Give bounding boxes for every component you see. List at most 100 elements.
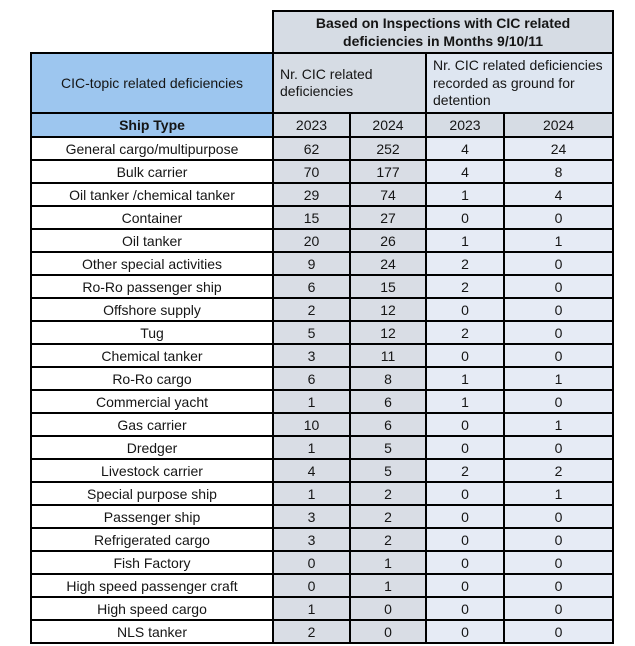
cic-deficiencies-table: Based on Inspections with CIC related de… <box>30 9 615 645</box>
value-cell: 0 <box>502 596 615 622</box>
value-cell: 0 <box>349 619 427 645</box>
year-header-cell: 2023 <box>425 112 505 139</box>
value-cell: 2 <box>272 619 351 645</box>
value-cell: 6 <box>349 412 427 438</box>
value-cell: 2 <box>349 504 427 530</box>
value-cell: 1 <box>425 228 505 254</box>
value-cell: 74 <box>349 182 427 208</box>
ship-type-cell: Offshore supply <box>30 297 274 323</box>
value-cell: 4 <box>425 136 505 162</box>
value-cell: 8 <box>349 366 427 392</box>
table-row: Fish Factory 0 1 0 0 <box>30 550 615 576</box>
value-cell: 1 <box>349 550 427 576</box>
value-cell: 2 <box>425 274 505 300</box>
table-row: Tug 5 12 2 0 <box>30 320 615 346</box>
table-row: Dredger 1 5 0 0 <box>30 435 615 461</box>
value-cell: 2 <box>272 297 351 323</box>
value-cell: 0 <box>502 343 615 369</box>
value-cell: 27 <box>349 205 427 231</box>
value-cell: 2 <box>349 481 427 507</box>
group2-header-cell: Nr. CIC related deficiencies recorded as… <box>424 52 615 115</box>
value-cell: 177 <box>349 159 427 185</box>
table-row: Other special activities 9 24 2 0 <box>30 251 615 277</box>
value-cell: 0 <box>425 527 505 553</box>
value-cell: 1 <box>502 412 615 438</box>
table-row: Passenger ship 3 2 0 0 <box>30 504 615 530</box>
ship-type-cell: Oil tanker /chemical tanker <box>30 182 274 208</box>
value-cell: 1 <box>502 228 615 254</box>
ship-type-cell: Container <box>30 205 274 231</box>
ship-type-cell: Oil tanker <box>30 228 274 254</box>
value-cell: 12 <box>349 297 427 323</box>
value-cell: 2 <box>502 458 615 484</box>
value-cell: 0 <box>502 504 615 530</box>
table-row: Bulk carrier 70 177 4 8 <box>30 159 615 185</box>
value-cell: 0 <box>502 550 615 576</box>
value-cell: 0 <box>502 435 615 461</box>
top-header-row: Based on Inspections with CIC related de… <box>31 9 615 55</box>
value-cell: 0 <box>425 205 505 231</box>
ship-type-cell: Refrigerated cargo <box>30 527 274 553</box>
ship-type-cell: High speed cargo <box>30 596 274 622</box>
value-cell: 0 <box>425 504 505 530</box>
value-cell: 5 <box>349 458 427 484</box>
value-cell: 15 <box>349 274 427 300</box>
value-cell: 0 <box>425 550 505 576</box>
table-row: Ro-Ro passenger ship 6 15 2 0 <box>30 274 615 300</box>
ship-type-cell: Special purpose ship <box>30 481 274 507</box>
table-row: High speed passenger craft 0 1 0 0 <box>30 573 615 599</box>
value-cell: 6 <box>272 274 351 300</box>
value-cell: 0 <box>502 297 615 323</box>
value-cell: 0 <box>349 596 427 622</box>
value-cell: 0 <box>502 205 615 231</box>
table-row: Ro-Ro cargo 6 8 1 1 <box>30 366 615 392</box>
table-row: Livestock carrier 4 5 2 2 <box>30 458 615 484</box>
value-cell: 8 <box>502 159 615 185</box>
value-cell: 1 <box>425 182 505 208</box>
table-row: Offshore supply 2 12 0 0 <box>30 297 615 323</box>
value-cell: 0 <box>425 573 505 599</box>
year-header-cell: 2023 <box>272 112 351 139</box>
value-cell: 0 <box>272 573 351 599</box>
value-cell: 1 <box>502 366 615 392</box>
value-cell: 6 <box>272 366 351 392</box>
value-cell: 0 <box>425 596 505 622</box>
value-cell: 12 <box>349 320 427 346</box>
value-cell: 11 <box>349 343 427 369</box>
value-cell: 4 <box>272 458 351 484</box>
value-cell: 2 <box>425 251 505 277</box>
value-cell: 29 <box>272 182 351 208</box>
value-cell: 252 <box>349 136 427 162</box>
value-cell: 3 <box>272 527 351 553</box>
value-cell: 10 <box>272 412 351 438</box>
value-cell: 2 <box>349 527 427 553</box>
value-cell: 0 <box>425 412 505 438</box>
value-cell: 0 <box>502 251 615 277</box>
value-cell: 24 <box>349 251 427 277</box>
value-cell: 3 <box>272 504 351 530</box>
value-cell: 0 <box>502 527 615 553</box>
value-cell: 0 <box>502 573 615 599</box>
value-cell: 5 <box>272 320 351 346</box>
ship-type-cell: Gas carrier <box>30 412 274 438</box>
table-title: Based on Inspections with CIC related de… <box>271 9 615 55</box>
value-cell: 20 <box>272 228 351 254</box>
value-cell: 5 <box>349 435 427 461</box>
ship-type-cell: Ro-Ro cargo <box>30 366 274 392</box>
value-cell: 1 <box>272 596 351 622</box>
group-header-row: CIC-topic related deficiencies Nr. CIC r… <box>30 52 615 115</box>
table-row: General cargo/multipurpose 62 252 4 24 <box>30 136 615 162</box>
value-cell: 24 <box>502 136 615 162</box>
ship-type-cell: Dredger <box>30 435 274 461</box>
value-cell: 1 <box>349 573 427 599</box>
left-header-cell: CIC-topic related deficiencies <box>30 52 274 115</box>
value-cell: 0 <box>272 550 351 576</box>
ship-type-cell: Commercial yacht <box>30 389 274 415</box>
table-row: Container 15 27 0 0 <box>30 205 615 231</box>
value-cell: 0 <box>502 274 615 300</box>
value-cell: 0 <box>425 435 505 461</box>
value-cell: 1 <box>272 481 351 507</box>
value-cell: 6 <box>349 389 427 415</box>
value-cell: 9 <box>272 251 351 277</box>
value-cell: 2 <box>425 320 505 346</box>
